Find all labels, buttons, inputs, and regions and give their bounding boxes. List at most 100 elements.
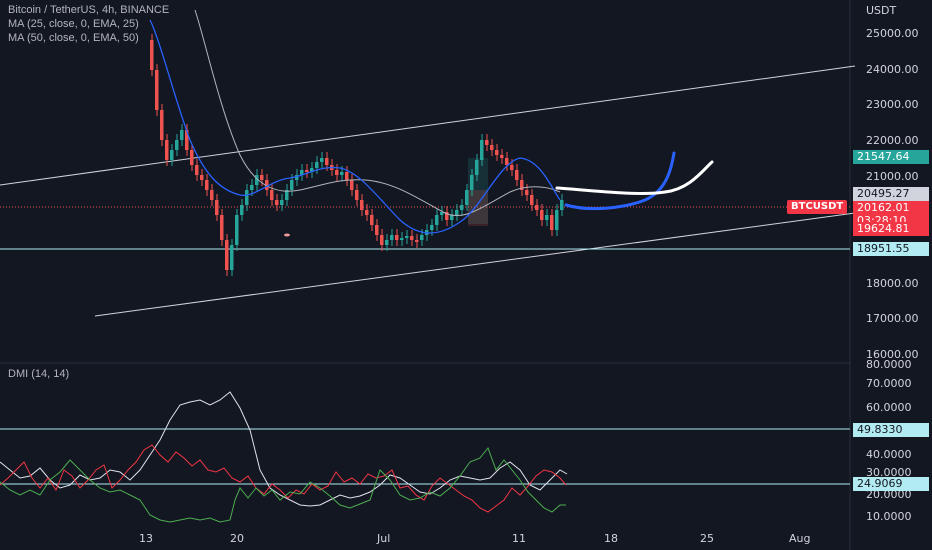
dmi-upper-tag[interactable]: 49.8330 <box>853 423 929 437</box>
candle-body <box>500 155 504 158</box>
candle-body <box>430 225 434 230</box>
price-tag-white[interactable]: 20495.27 <box>853 187 929 201</box>
projection-blue-curve[interactable] <box>564 151 676 211</box>
candle-body <box>230 245 234 270</box>
price-tick: 21000.00 <box>866 170 919 183</box>
candle-body <box>275 200 279 205</box>
highlight-box-red[interactable] <box>468 190 488 226</box>
candle-body <box>415 240 419 242</box>
candle-body <box>525 190 529 195</box>
dmi-tick: 30.0000 <box>866 466 912 479</box>
candle-body <box>530 195 534 205</box>
candle-body <box>170 150 174 160</box>
candle-body <box>470 175 474 190</box>
symbol-tag[interactable]: BTCUSDT <box>787 200 848 214</box>
dmi-tick: 20.0000 <box>866 488 912 501</box>
candle-body <box>175 140 179 150</box>
plus-di-line <box>0 446 566 523</box>
candle-body <box>405 236 409 238</box>
candle-body <box>515 170 519 180</box>
candle-body <box>290 180 294 190</box>
candle-body <box>340 172 344 175</box>
date-tick: 25 <box>700 532 714 545</box>
candle-body <box>300 170 304 175</box>
candle-body <box>345 172 349 180</box>
candle-body <box>460 205 464 210</box>
candle-body <box>550 215 554 230</box>
candle-body <box>485 140 489 145</box>
support-price-tag[interactable]: 18951.55 <box>853 242 929 256</box>
ma50-legend[interactable]: MA (50, close, 0, EMA, 50) <box>8 32 139 44</box>
candle-body <box>390 235 394 240</box>
ma25-legend[interactable]: MA (25, close, 0, EMA, 25) <box>8 18 139 30</box>
candle-body <box>180 130 184 140</box>
minus-di-line <box>0 444 567 513</box>
candle-body <box>490 145 494 150</box>
candle-body <box>220 215 224 240</box>
candle-body <box>210 190 214 200</box>
price-tick: 24000.00 <box>866 63 919 76</box>
candle-body <box>190 150 194 165</box>
candle-body <box>385 240 389 245</box>
price-tag-green[interactable]: 21547.64 <box>853 150 929 164</box>
candle-body <box>535 205 539 210</box>
candle-body <box>255 175 259 185</box>
candle-body <box>240 205 244 215</box>
candle-body <box>395 235 399 240</box>
price-tick: 17000.00 <box>866 312 919 325</box>
event-marker[interactable] <box>284 233 290 237</box>
projection-white-curve[interactable] <box>555 160 714 195</box>
dmi-legend[interactable]: DMI (14, 14) <box>8 368 70 380</box>
candle-body <box>225 240 229 270</box>
candle-body <box>205 180 209 190</box>
candle-body <box>450 215 454 220</box>
price-tick: 23000.00 <box>866 98 919 111</box>
candle-body <box>545 215 549 220</box>
candle-body <box>370 215 374 225</box>
candle-body <box>510 165 514 170</box>
candle-body <box>350 180 354 190</box>
candle-body <box>480 140 484 160</box>
candle-body <box>160 110 164 140</box>
candle-body <box>270 190 274 200</box>
ma25-line <box>149 19 561 234</box>
candle-body <box>475 160 479 175</box>
dmi-tick: 60.0000 <box>866 401 912 414</box>
candle-body <box>360 200 364 210</box>
ma50-line <box>194 9 561 216</box>
candlestick-series <box>150 34 564 276</box>
candle-body <box>265 180 269 190</box>
price-tick: 22000.00 <box>866 134 919 147</box>
dmi-lower-tag[interactable]: 24.9069 <box>853 477 929 491</box>
date-tick: Aug <box>789 532 811 545</box>
candle-body <box>560 200 564 210</box>
candle-body <box>435 215 439 225</box>
candle-body <box>280 200 284 205</box>
upper-channel-line[interactable] <box>0 65 856 186</box>
candle-body <box>505 158 509 165</box>
price-tag-current[interactable]: 20162.01 <box>853 201 929 215</box>
price-tick: 25000.00 <box>866 27 919 40</box>
candle-body <box>465 190 469 205</box>
candle-body <box>285 190 289 200</box>
dmi-tick: 80.0000 <box>866 358 912 371</box>
date-tick: 18 <box>604 532 618 545</box>
candle-body <box>400 238 404 240</box>
candle-body <box>420 235 424 240</box>
candle-body <box>520 180 524 190</box>
price-tag-low[interactable]: 19624.81 <box>853 222 929 236</box>
symbol-legend[interactable]: Bitcoin / TetherUS, 4h, BINANCE <box>8 4 170 16</box>
candle-body <box>215 200 219 215</box>
candle-body <box>195 165 199 175</box>
price-tick: 18000.00 <box>866 277 919 290</box>
candle-body <box>410 236 414 240</box>
candle-body <box>310 168 314 172</box>
dmi-tick: 40.0000 <box>866 448 912 461</box>
lower-channel-line[interactable] <box>94 212 856 317</box>
candle-body <box>185 130 189 150</box>
adx-line <box>0 391 568 507</box>
candle-body <box>200 175 204 180</box>
date-tick: 11 <box>512 532 526 545</box>
price-tick: 16000.00 <box>866 348 919 361</box>
